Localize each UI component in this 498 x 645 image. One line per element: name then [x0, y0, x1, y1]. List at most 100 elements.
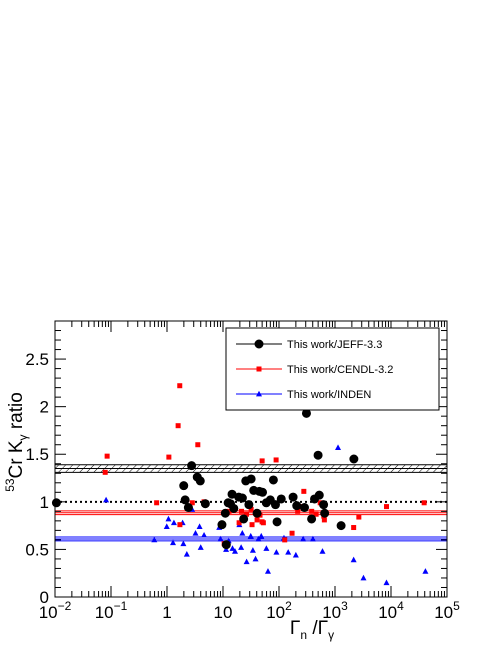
point-2-30: [263, 545, 270, 551]
point-0-42: [349, 454, 359, 464]
y-axis-label: 53Cr Kγ ratio: [3, 392, 30, 492]
data-points-layer: [51, 354, 429, 586]
legend-label-0: This work/JEFF-3.3: [287, 339, 382, 351]
x-tick-label-2: 1: [162, 603, 171, 622]
x-tick-label-3: 10: [214, 603, 233, 622]
point-2-11: [192, 530, 199, 536]
point-2-23: [239, 530, 246, 536]
point-0-33: [299, 503, 309, 513]
y-tick-label-4: 2: [40, 398, 49, 417]
point-0-2: [180, 495, 190, 505]
point-2-22: [238, 544, 245, 550]
point-2-43: [422, 568, 429, 574]
point-0-35: [307, 514, 317, 524]
point-1-41: [421, 500, 427, 506]
point-1-32: [301, 488, 307, 494]
point-1-2: [104, 453, 110, 459]
point-0-28: [270, 500, 280, 510]
point-2-6: [170, 519, 177, 526]
point-0-41: [336, 521, 346, 531]
x-tick-label-6: 104: [378, 599, 404, 622]
point-2-41: [360, 574, 367, 581]
point-2-40: [350, 556, 357, 563]
point-1-21: [249, 522, 255, 528]
point-1-17: [239, 508, 245, 514]
point-2-31: [264, 568, 271, 574]
point-1-1: [102, 469, 108, 475]
legend-marker-1: [256, 366, 262, 372]
point-0-4: [187, 461, 197, 471]
plot-frame: [54, 320, 448, 598]
point-1-9: [195, 442, 201, 448]
point-1-8: [189, 500, 195, 506]
point-2-26: [249, 547, 256, 553]
point-0-29: [272, 517, 282, 527]
point-0-19: [244, 500, 254, 510]
legend-marker-0: [254, 339, 264, 349]
point-1-4: [166, 454, 172, 460]
point-1-20: [248, 506, 254, 512]
point-1-5: [175, 423, 181, 429]
point-2-35: [292, 551, 299, 558]
point-1-28: [282, 537, 288, 543]
point-2-4: [165, 515, 172, 522]
band-layer: [55, 464, 447, 542]
point-2-29: [258, 532, 265, 539]
point-0-8: [217, 520, 227, 530]
point-2-32: [273, 549, 280, 555]
point-1-37: [321, 517, 327, 523]
point-0-39: [319, 500, 329, 510]
point-2-27: [252, 555, 259, 562]
point-0-10: [221, 540, 231, 550]
point-2-39: [335, 444, 342, 450]
y-tick-label-1: 0.5: [25, 540, 49, 559]
point-0-22: [252, 508, 262, 518]
point-0-7: [200, 499, 210, 509]
point-2-3: [163, 523, 170, 529]
point-0-34: [301, 408, 311, 418]
point-1-40: [384, 504, 390, 510]
point-1-15: [236, 520, 242, 526]
point-1-27: [273, 457, 279, 463]
y-tick-label-5: 2.5: [25, 350, 49, 369]
x-tick-label-0: 10−2: [39, 599, 72, 622]
x-axis-label: Γn /Γγ: [290, 618, 334, 642]
point-0-9: [220, 508, 230, 518]
point-2-36: [300, 535, 307, 542]
point-0-6: [195, 476, 205, 486]
x-tick-label-7: 105: [434, 599, 460, 622]
point-1-19: [244, 511, 250, 517]
point-2-2: [151, 536, 158, 543]
x-axis: 10−2 10−1 1 10 102 103 104 105: [39, 321, 460, 622]
point-0-27: [268, 475, 278, 485]
point-0-14: [229, 503, 239, 513]
y-tick-label-2: 1: [40, 493, 49, 512]
point-1-26: [259, 458, 265, 464]
legend-marker-2: [256, 390, 262, 397]
legend-label-2: This work/INDEN: [287, 389, 371, 401]
point-2-28: [255, 535, 262, 542]
point-0-1: [179, 481, 189, 491]
point-0-38: [314, 490, 324, 500]
point-0-40: [320, 508, 330, 518]
point-2-20: [232, 548, 239, 554]
x-tick-label-4: 102: [266, 599, 292, 622]
point-2-19: [229, 545, 236, 551]
point-0-37: [313, 450, 323, 460]
y-tick-label-0: 0: [40, 588, 49, 607]
point-0-0: [51, 498, 61, 508]
legend: This work/JEFF-3.3 This work/CENDL-3.2 Thi…: [225, 327, 440, 411]
legend-label-1: This work/CENDL-3.2: [287, 364, 393, 376]
point-1-6: [177, 383, 183, 389]
point-1-30: [295, 508, 301, 514]
point-0-16: [237, 493, 247, 503]
point-0-32: [292, 501, 302, 511]
point-1-38: [351, 525, 357, 531]
point-1-39: [356, 514, 362, 520]
point-2-25: [247, 532, 254, 539]
y-tick-label-3: 1.5: [25, 445, 49, 464]
point-0-3: [183, 503, 193, 513]
point-1-25: [260, 520, 266, 526]
point-0-24: [258, 487, 268, 497]
